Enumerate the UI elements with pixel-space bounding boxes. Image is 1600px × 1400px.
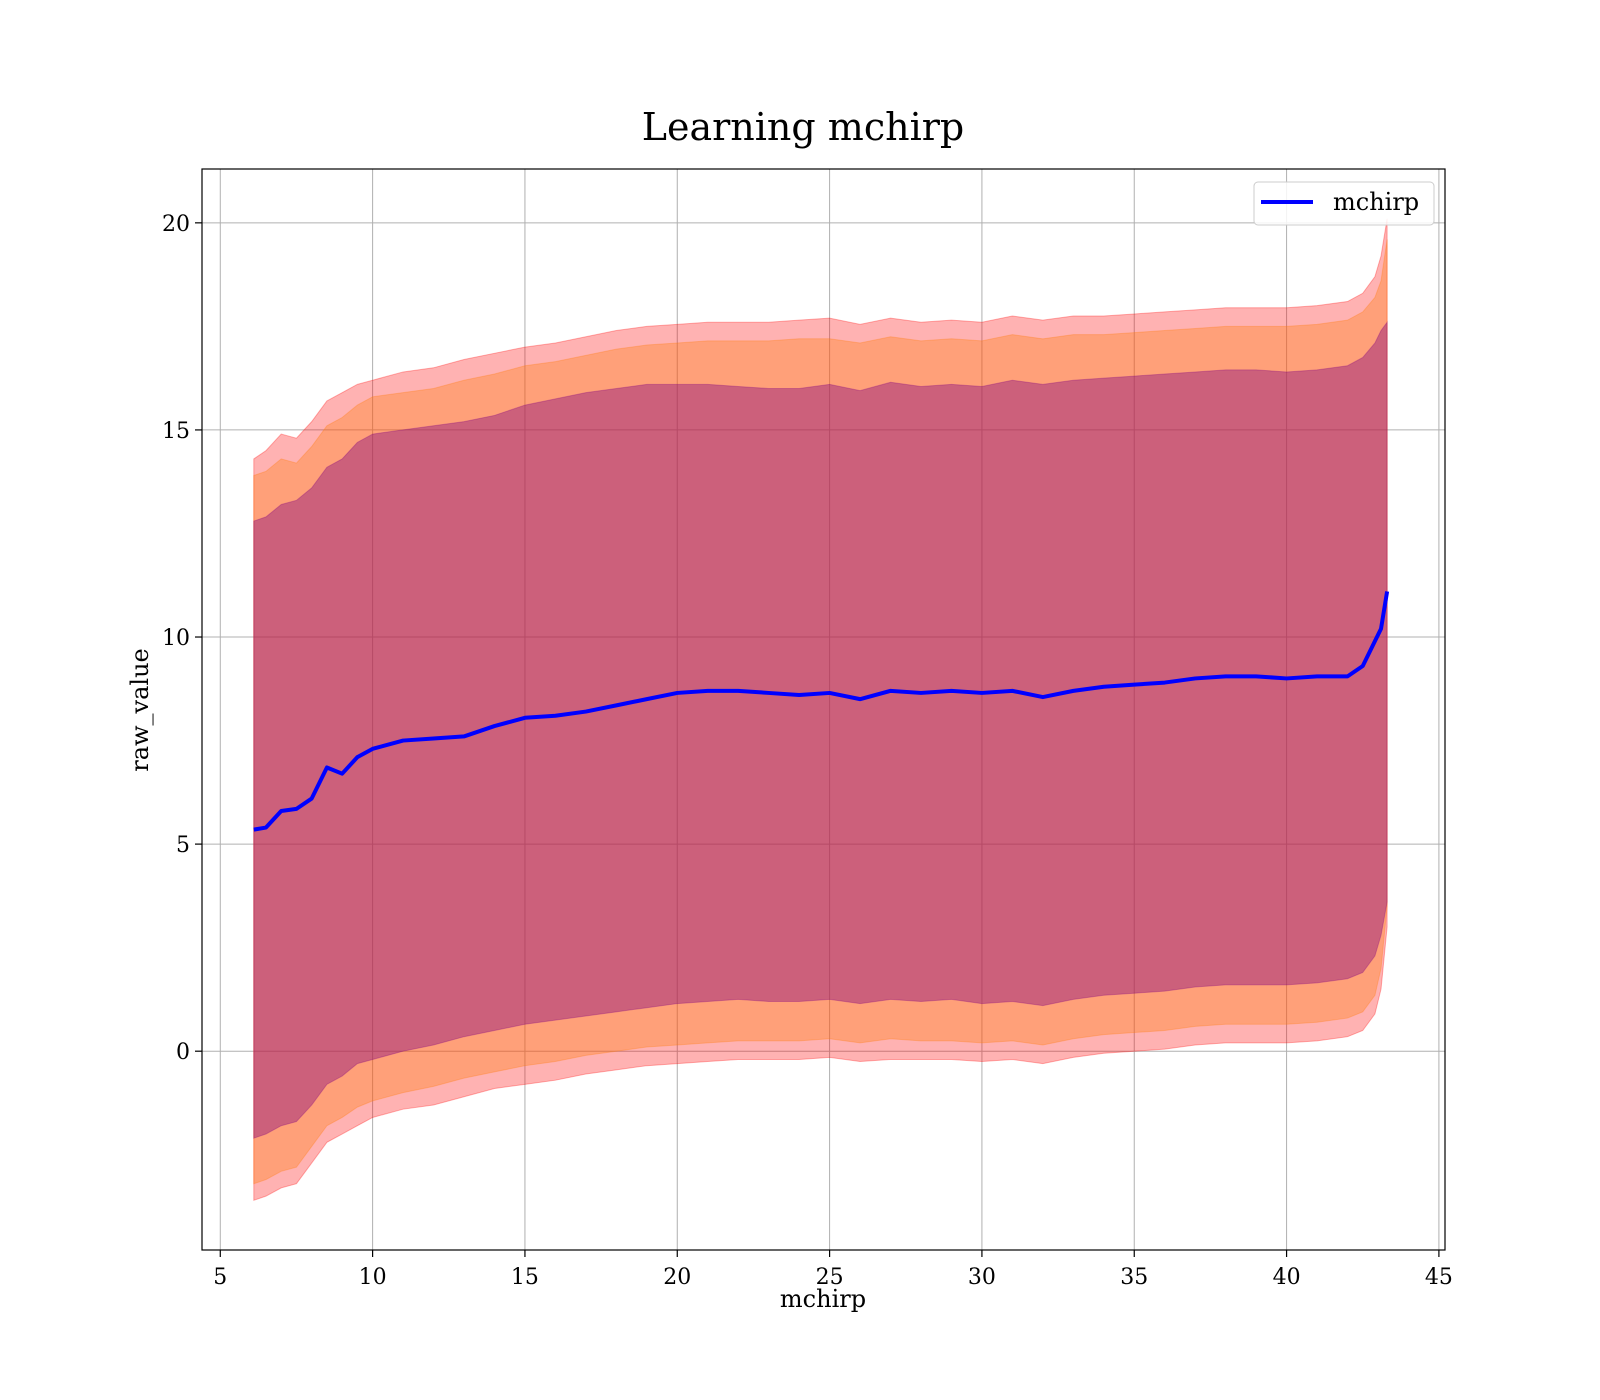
x-tick-label: 15: [511, 1265, 539, 1290]
series-lines: [253, 591, 1390, 832]
x-tick-label: 35: [1120, 1265, 1148, 1290]
chart-title: Learning mchirp: [642, 105, 964, 149]
y-tick-label: 10: [162, 626, 190, 651]
y-tick-label: 15: [162, 419, 190, 444]
plot-frame: [201, 168, 1446, 1251]
legend-label: mchirp: [1333, 188, 1419, 216]
x-tick-label: 25: [816, 1265, 844, 1290]
x-tick-label: 40: [1273, 1265, 1301, 1290]
confidence-bands: [253, 218, 1388, 1201]
gridlines: [202, 169, 1445, 1250]
x-tick-label: 45: [1425, 1265, 1453, 1290]
y-tick-label: 20: [162, 212, 190, 237]
legend-box: [1253, 181, 1435, 226]
y-axis-ticks: 0 5 10 15 20: [162, 212, 202, 1065]
x-tick-label: 30: [968, 1265, 996, 1290]
y-tick-label: 5: [176, 833, 190, 858]
x-tick-label: 5: [213, 1265, 227, 1290]
y-tick-label: 0: [176, 1040, 190, 1065]
band-middle: [253, 239, 1388, 1185]
band-outer: [253, 218, 1388, 1201]
band-inner: [253, 320, 1388, 1139]
y-axis-label: raw_value: [126, 648, 154, 772]
legend: mchirp: [1253, 181, 1435, 226]
x-axis-ticks: 5 10 15 20 25 30 35 40 45: [213, 1250, 1453, 1290]
x-tick-label: 10: [359, 1265, 387, 1290]
x-tick-label: 20: [663, 1265, 691, 1290]
x-axis-label: mchirp: [780, 1285, 866, 1313]
series-line-mchirp: [253, 591, 1390, 832]
